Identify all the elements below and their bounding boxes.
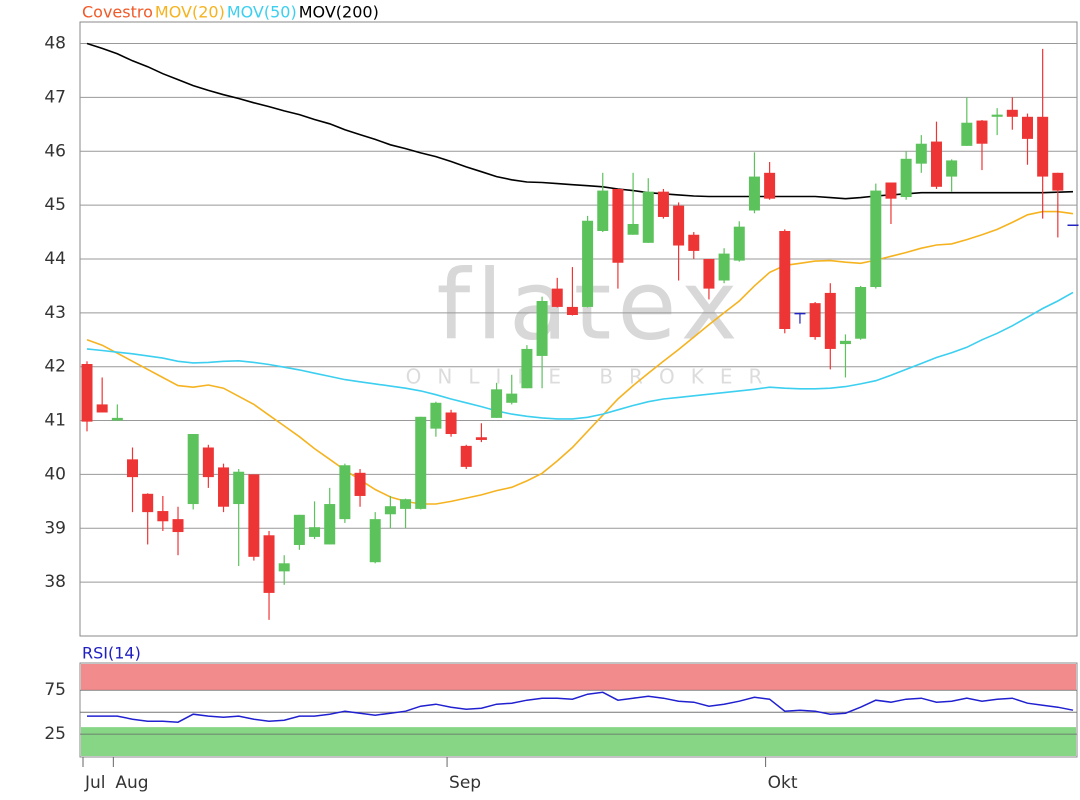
x-tick-label: Aug — [115, 773, 148, 793]
candle-body — [324, 504, 336, 545]
candle-body — [127, 459, 139, 478]
candle-body — [597, 190, 609, 231]
y-tick-label: 38 — [44, 572, 66, 592]
y-tick-label: 75 — [44, 680, 66, 700]
candle-body — [612, 188, 624, 263]
candle-body — [1067, 224, 1079, 227]
legend-entry: MOV(20) — [155, 3, 225, 22]
y-tick-label: 41 — [44, 411, 66, 431]
y-tick-label: 45 — [44, 195, 66, 215]
candle-body — [218, 467, 230, 507]
candle-body — [172, 519, 184, 533]
candle-body — [551, 288, 563, 307]
candle-body — [81, 364, 93, 422]
rsi-band — [81, 664, 1076, 691]
y-tick-label: 44 — [44, 249, 66, 269]
candle-body — [157, 511, 169, 522]
candle-body — [839, 340, 851, 345]
candle-body — [400, 499, 412, 509]
legend-entry: Covestro — [82, 3, 153, 22]
candle-body — [248, 474, 260, 557]
candle-body — [384, 506, 396, 515]
candle-body — [748, 176, 760, 211]
candle-body — [703, 258, 715, 289]
candle-body — [415, 416, 427, 509]
candle-body — [582, 220, 594, 307]
candle-body — [96, 404, 108, 413]
candle-body — [111, 417, 123, 421]
candle-body — [1037, 116, 1049, 177]
candle-body — [779, 230, 791, 329]
candle-body — [824, 292, 836, 349]
candle-body — [278, 563, 290, 572]
candle-body — [642, 191, 654, 243]
candle-body — [915, 143, 927, 164]
candle-body — [855, 286, 867, 339]
y-tick-label: 43 — [44, 303, 66, 323]
candle-body — [1006, 109, 1018, 117]
candle-body — [521, 348, 533, 389]
y-tick-label: 46 — [44, 141, 66, 161]
legend-entry: MOV(200) — [299, 3, 379, 22]
legend-entry: MOV(50) — [227, 3, 297, 22]
rsi-line — [87, 691, 1074, 723]
candle-body — [673, 205, 685, 246]
candle-body — [309, 527, 321, 537]
y-tick-label: 48 — [44, 34, 66, 54]
watermark-tagline: ONLINE BROKER — [406, 365, 779, 389]
candle-body — [794, 312, 806, 315]
x-tick-label: Jul — [84, 773, 106, 793]
candle-body — [142, 493, 154, 513]
candle-body — [764, 172, 776, 199]
candle-body — [627, 223, 639, 235]
candle-body — [475, 437, 487, 440]
candle-body — [445, 412, 457, 435]
candle-body — [339, 465, 351, 520]
candle-body — [202, 447, 214, 478]
candle-body — [506, 393, 518, 403]
main-plot-area — [79, 21, 1078, 637]
candle-body — [233, 471, 245, 505]
candle-body — [657, 191, 669, 217]
rsi-title: RSI(14) — [82, 644, 141, 663]
y-tick-label: 40 — [44, 464, 66, 484]
candle-body — [870, 190, 882, 287]
x-tick-label: Sep — [449, 773, 481, 793]
x-tick-label: Okt — [768, 773, 798, 793]
candle-body — [536, 300, 548, 356]
candle-body — [369, 519, 381, 563]
candle-body — [976, 120, 988, 144]
candle-body — [430, 402, 442, 429]
candle-body — [460, 445, 472, 467]
moving-average-line — [86, 210, 1074, 505]
y-tick-label: 47 — [44, 87, 66, 107]
y-tick-label: 42 — [44, 357, 66, 377]
y-tick-label: 25 — [44, 724, 66, 744]
candle-body — [1021, 116, 1033, 139]
candle-body — [354, 472, 366, 496]
candle-body — [733, 226, 745, 261]
moving-average-line — [86, 291, 1074, 420]
candle-body — [293, 514, 305, 545]
candle-body — [263, 535, 275, 593]
candle-body — [930, 141, 942, 187]
rsi-band — [81, 727, 1076, 756]
candle-body — [885, 182, 897, 199]
y-tick-label: 39 — [44, 518, 66, 538]
candle-body — [688, 234, 700, 251]
candle-body — [187, 434, 199, 505]
candle-body — [961, 122, 973, 146]
candle-body — [809, 303, 821, 338]
candle-body — [991, 114, 1003, 117]
candle-body — [491, 389, 503, 418]
candle-body — [718, 253, 730, 281]
candle-body — [946, 160, 958, 177]
candle-body — [900, 158, 912, 198]
candle-body — [1052, 172, 1064, 191]
candle-body — [566, 306, 578, 315]
